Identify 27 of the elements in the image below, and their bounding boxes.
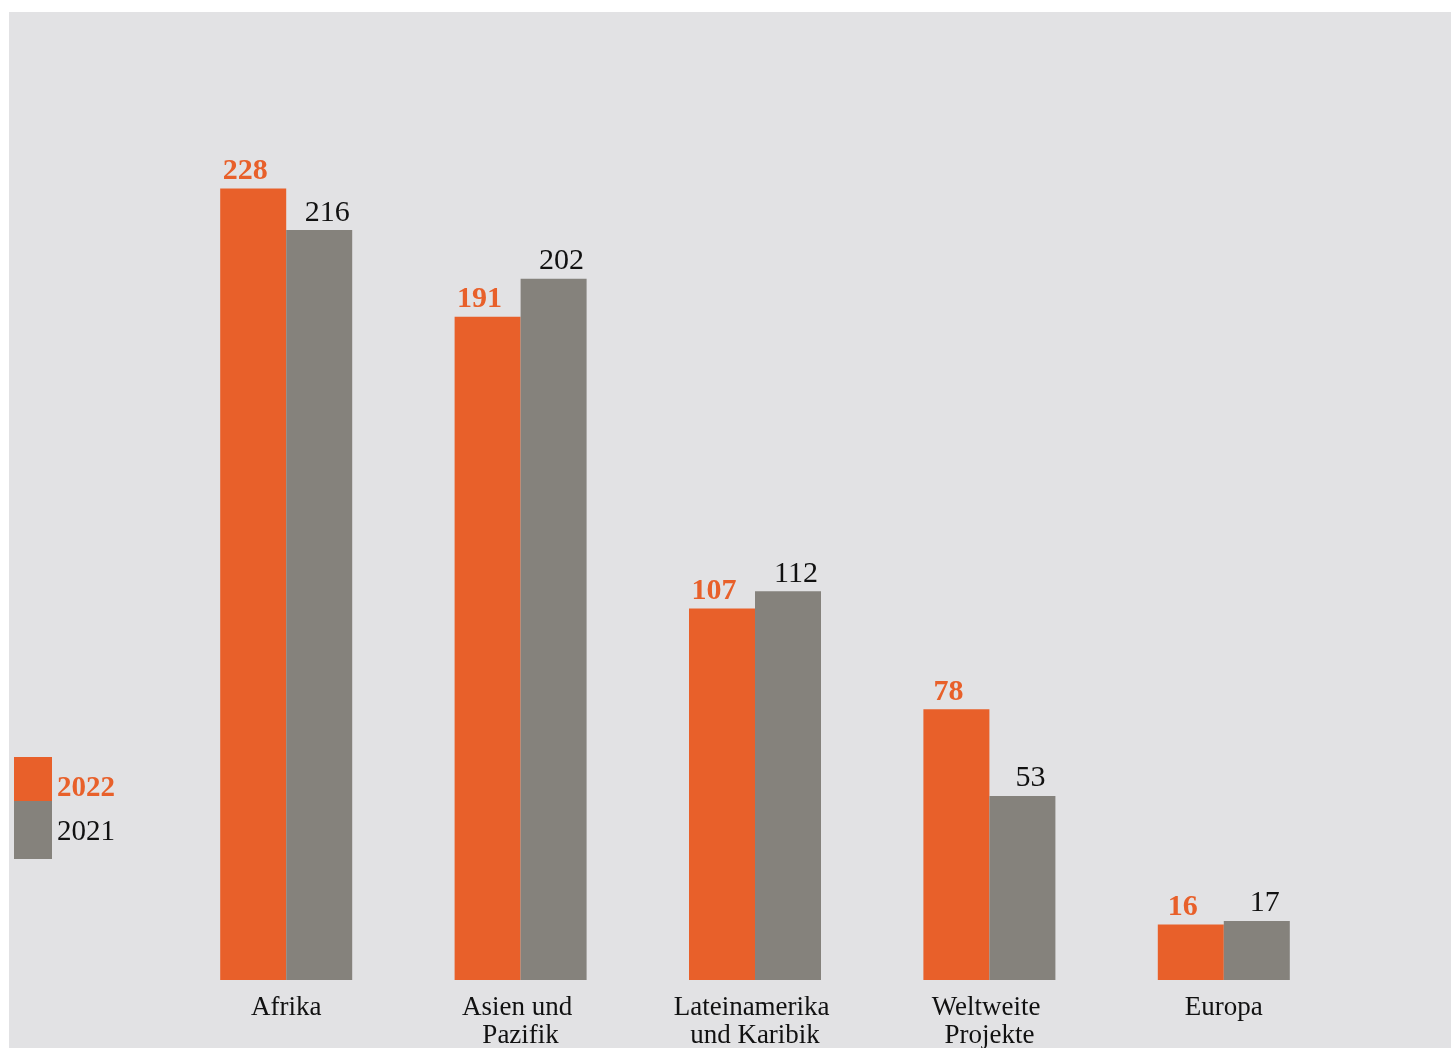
bar (1223, 920, 1290, 980)
bar (923, 709, 990, 980)
data-label: 202 (539, 242, 585, 276)
data-label: 16 (1167, 887, 1198, 921)
x-tick-label: Lateinamerika und Karibik (673, 991, 837, 1048)
legend-label: 2021 (57, 814, 115, 846)
data-label: 228 (222, 151, 268, 185)
data-label: 191 (457, 280, 503, 314)
data-label: 216 (304, 193, 350, 227)
data-label: 78 (933, 672, 964, 706)
legend-label: 2022 (57, 770, 115, 802)
bar (755, 591, 821, 980)
x-tick-label: Afrika (250, 991, 322, 1021)
bar (689, 608, 755, 980)
bar (989, 795, 1056, 980)
bar (454, 316, 521, 980)
x-tick-label: Weltweite Projekte (931, 991, 1048, 1048)
bar (1157, 924, 1224, 980)
bar (286, 230, 353, 980)
data-label: 112 (774, 554, 818, 588)
bar (220, 188, 287, 980)
data-label: 107 (691, 572, 737, 605)
data-label: 17 (1249, 884, 1280, 918)
data-label: 53 (1015, 759, 1046, 793)
x-tick-label: Asien und Pazifik (462, 991, 580, 1048)
bar (520, 278, 587, 980)
x-tick-label: Europa (1184, 991, 1263, 1021)
